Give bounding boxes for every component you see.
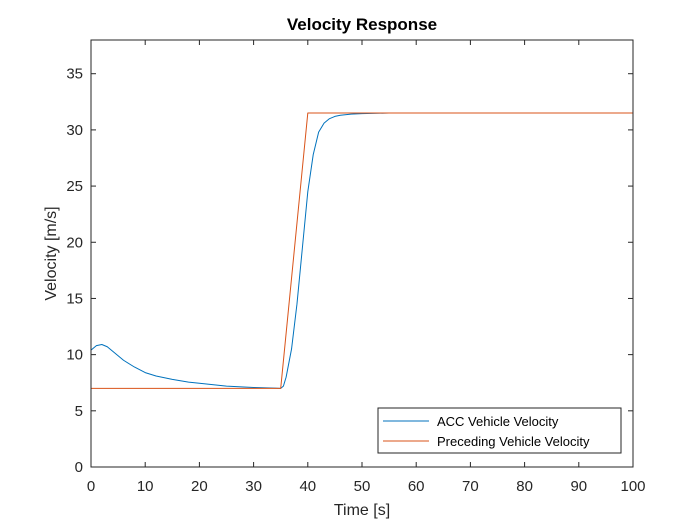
legend-label: ACC Vehicle Velocity bbox=[437, 414, 559, 429]
y-tick-label: 35 bbox=[66, 66, 83, 83]
y-tick-label: 0 bbox=[75, 459, 83, 476]
legend: ACC Vehicle Velocity Preceding Vehicle Ve… bbox=[377, 407, 622, 454]
y-tick-label: 15 bbox=[66, 290, 83, 307]
x-tick-label: 20 bbox=[191, 478, 208, 495]
legend-label: Preceding Vehicle Velocity bbox=[437, 434, 590, 449]
x-tick-label: 90 bbox=[570, 478, 587, 495]
x-tick-label: 80 bbox=[516, 478, 533, 495]
series-line-preceding-vehicle bbox=[91, 112, 633, 389]
y-axis: 0 5 10 15 20 25 30 35 bbox=[66, 66, 633, 476]
x-tick-label: 70 bbox=[462, 478, 479, 495]
x-tick-label: 60 bbox=[408, 478, 425, 495]
y-tick-label: 20 bbox=[66, 234, 83, 251]
x-tick-label: 0 bbox=[87, 478, 95, 495]
plot-area bbox=[91, 40, 633, 467]
y-axis-label: Velocity [m/s] bbox=[43, 206, 60, 300]
x-axis-label: Time [s] bbox=[334, 502, 390, 519]
y-tick-label: 30 bbox=[66, 122, 83, 139]
y-tick-label: 10 bbox=[66, 347, 83, 364]
x-tick-label: 10 bbox=[137, 478, 154, 495]
x-tick-label: 50 bbox=[354, 478, 371, 495]
y-tick-label: 25 bbox=[66, 178, 83, 195]
x-tick-label: 30 bbox=[245, 478, 262, 495]
series-layer bbox=[90, 112, 633, 389]
y-tick-label: 5 bbox=[75, 403, 83, 420]
x-axis: 0 10 20 30 40 50 60 70 80 90 100 bbox=[87, 40, 646, 495]
chart-title: Velocity Response bbox=[287, 15, 437, 34]
legend-box bbox=[377, 407, 622, 454]
x-tick-label: 100 bbox=[620, 478, 645, 495]
x-tick-label: 40 bbox=[299, 478, 316, 495]
series-line-acc-vehicle bbox=[90, 112, 633, 389]
